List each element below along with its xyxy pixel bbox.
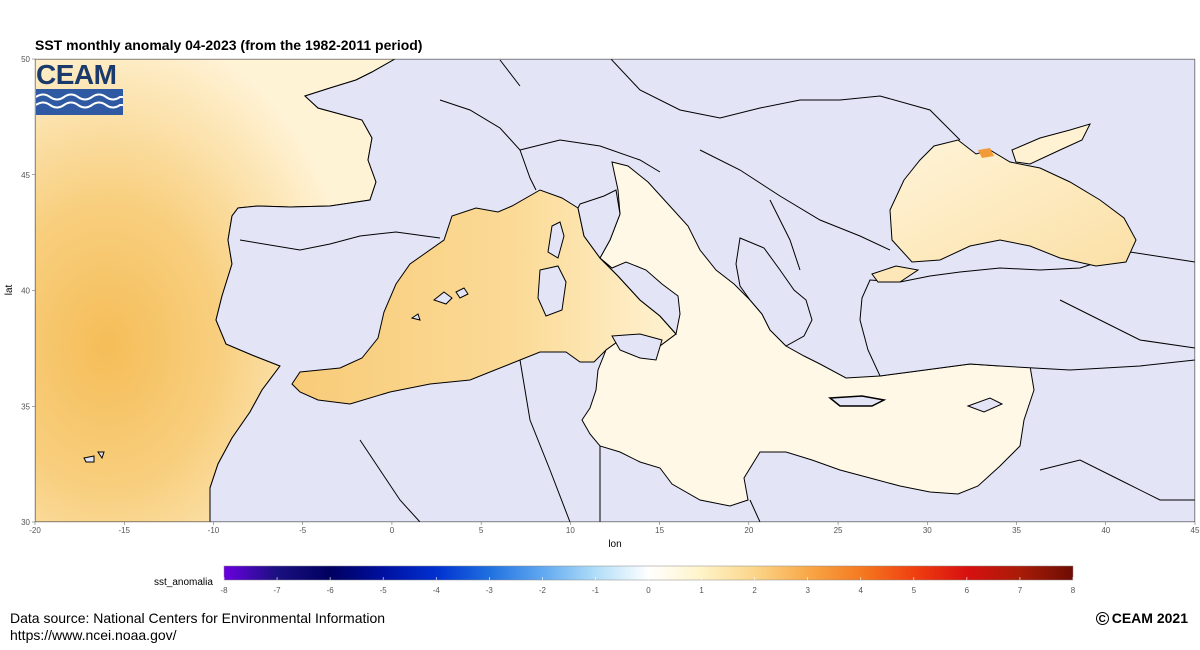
map-title: SST monthly anomaly 04-2023 (from the 19… <box>35 37 423 53</box>
lon-tick-label: 15 <box>655 526 664 535</box>
kerch-strait-hotspot <box>978 148 994 158</box>
lon-tick-label: 5 <box>479 526 484 535</box>
colorbar-tick-label: 5 <box>912 586 917 595</box>
colorbar-tick-label: -5 <box>380 586 388 595</box>
lat-axis-ticks: 30 35 40 45 50 <box>21 55 35 527</box>
colorbar-tick-label: 6 <box>965 586 970 595</box>
lat-tick-label: 50 <box>21 55 30 64</box>
lon-tick-label: -10 <box>208 526 220 535</box>
balearic-islands <box>410 287 469 321</box>
lon-tick-label: 45 <box>1191 526 1200 535</box>
greece-balkans <box>735 237 813 347</box>
legend-title: sst_anomalia <box>154 577 213 588</box>
wave-icon <box>35 89 123 115</box>
x-axis-title: lon <box>608 539 621 550</box>
colorbar-tick-label: -1 <box>592 586 600 595</box>
country-borders <box>239 59 1195 522</box>
lon-tick-label: 30 <box>923 526 932 535</box>
lon-tick-label: -5 <box>299 526 307 535</box>
copyright-icon: C <box>1095 611 1109 625</box>
lat-tick-label: 40 <box>21 287 30 296</box>
sea-of-marmara <box>871 265 920 283</box>
colorbar-tick-label: 0 <box>646 586 651 595</box>
map-plot-area <box>35 59 1195 522</box>
data-source-url[interactable]: https://www.ncei.noaa.gov/ <box>10 627 177 643</box>
lon-axis-ticks: -20 -15 -10 -5 0 5 10 15 20 25 30 35 40 45 <box>29 522 1200 535</box>
italy-peninsula <box>577 189 681 336</box>
anatolia <box>859 251 1195 377</box>
black-sea <box>889 139 1137 267</box>
colorbar-ticks: -8 -7 -6 -5 -4 -3 -2 -1 0 1 2 3 4 5 6 7 8 <box>220 577 1076 595</box>
lon-tick-label: -15 <box>118 526 130 535</box>
colorbar-tick-label: -2 <box>539 586 547 595</box>
colorbar: -8 -7 -6 -5 -4 -3 -2 -1 0 1 2 3 4 5 6 7 8 <box>220 565 1076 595</box>
ceam-logo: CEAM <box>35 59 124 115</box>
lon-tick-label: 40 <box>1101 526 1110 535</box>
colorbar-tick-label: 7 <box>1018 586 1023 595</box>
colorbar-tick-label: -4 <box>433 586 441 595</box>
canary-islands <box>83 451 105 463</box>
lat-tick-label: 45 <box>21 171 30 180</box>
cyprus <box>966 397 1004 413</box>
sea-of-azov <box>1011 123 1091 165</box>
lon-tick-label: 0 <box>390 526 395 535</box>
colorbar-tick-label: -7 <box>274 586 282 595</box>
data-source-text: Data source: National Centers for Enviro… <box>10 610 386 626</box>
lon-tick-label: 25 <box>834 526 843 535</box>
colorbar-tick-label: 1 <box>699 586 704 595</box>
ceam-logo-text: CEAM <box>36 59 117 90</box>
lon-tick-label: 20 <box>744 526 753 535</box>
crete <box>828 395 887 407</box>
lon-tick-label: 35 <box>1012 526 1021 535</box>
colorbar-tick-label: -8 <box>220 586 228 595</box>
corsica-sardinia <box>537 221 567 317</box>
colorbar-tick-label: 8 <box>1071 586 1076 595</box>
lon-tick-label: -20 <box>29 526 41 535</box>
lon-tick-label: 10 <box>566 526 575 535</box>
colorbar-tick-label: 3 <box>805 586 810 595</box>
lat-tick-label: 30 <box>21 518 30 527</box>
sicily <box>611 333 663 361</box>
y-axis-title: lat <box>4 284 15 295</box>
copyright-notice: C CEAM 2021 <box>1095 610 1188 626</box>
colorbar-tick-label: -6 <box>327 586 335 595</box>
copyright-text: CEAM 2021 <box>1111 610 1188 626</box>
colorbar-tick-label: 2 <box>752 586 757 595</box>
colorbar-tick-label: -3 <box>486 586 494 595</box>
colorbar-tick-label: 4 <box>859 586 864 595</box>
lat-tick-label: 35 <box>21 402 30 411</box>
